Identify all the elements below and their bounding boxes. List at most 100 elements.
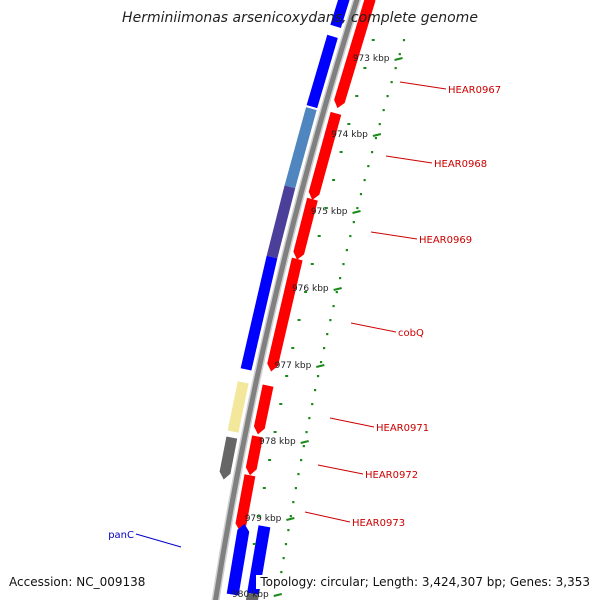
ruler-dot [314, 389, 317, 392]
accession-label: Accession: NC_009138 [9, 575, 150, 589]
right-ruler-dot [371, 39, 375, 41]
ruler-tick-979 [286, 517, 295, 521]
ruler-label-974: 974 kbp [331, 130, 368, 140]
reverse-cds-3 [284, 107, 317, 189]
gene-label-HEAR0973: HEAR0973 [352, 518, 405, 529]
reverse-cds-7 [219, 436, 238, 480]
ruler-dot [349, 235, 352, 238]
right-ruler-dot [304, 291, 308, 293]
ruler-dot [339, 277, 342, 280]
ruler-tick-978 [300, 440, 309, 444]
ruler-dot [292, 501, 295, 504]
ruler-tick-977 [316, 364, 325, 368]
reverse-cds-5 [240, 255, 278, 371]
ruler-label-976: 976 kbp [292, 284, 329, 294]
ruler-dot [390, 81, 393, 84]
ruler-tick-980 [273, 593, 282, 597]
ruler-dot [289, 515, 292, 518]
ruler-label-975: 975 kbp [311, 207, 348, 217]
ruler-label-973: 973 kbp [353, 54, 390, 64]
ruler-label-980: 980 kbp [232, 590, 269, 600]
right-ruler-dot [332, 179, 336, 181]
right-ruler-dot [257, 515, 261, 517]
right-ruler-dot [285, 375, 289, 377]
right-ruler-dot [273, 431, 277, 433]
ruler-dot [356, 207, 359, 210]
forward-cds-4 [267, 257, 303, 372]
right-ruler-dot [252, 543, 256, 545]
ruler-dot [386, 95, 389, 98]
right-ruler-dot [355, 95, 359, 97]
gene-label-HEAR0972: HEAR0972 [365, 470, 418, 481]
ruler-dot [305, 431, 308, 434]
reverse-cds-2 [306, 34, 338, 109]
ruler-dot [332, 305, 335, 308]
pancds-a [247, 525, 271, 595]
ruler-tick-975 [352, 210, 361, 214]
ruler-dot [319, 361, 323, 364]
gene-leader-panC [135, 533, 182, 548]
gene-label-HEAR0971: HEAR0971 [376, 423, 429, 434]
ruler-dot [382, 109, 385, 112]
ruler-dot [370, 151, 374, 154]
ruler-dot [326, 333, 329, 336]
right-ruler-dot [291, 347, 295, 349]
gene-leader-HEAR0969 [370, 231, 418, 240]
gene-leader-cobQ [350, 322, 397, 333]
reverse-cds-4 [266, 185, 296, 259]
ruler-dot [352, 221, 355, 224]
gene-label-cobQ: cobQ [398, 328, 424, 339]
ruler-dot [367, 165, 370, 168]
gene-label-HEAR0968: HEAR0968 [434, 159, 487, 170]
forward-cds-2 [308, 111, 342, 200]
forward-cds-1 [334, 0, 376, 109]
ruler-dot [300, 459, 303, 462]
ruler-dot [359, 193, 363, 196]
ruler-dot [284, 543, 288, 546]
ruler-tick-973 [394, 57, 403, 61]
forward-cds-7 [235, 474, 256, 532]
gene-leader-HEAR0968 [385, 155, 433, 164]
reverse-cds-6 [227, 381, 249, 433]
ruler-dot [374, 137, 378, 140]
ruler-dot [363, 179, 366, 182]
ruler-dot [297, 473, 300, 476]
forward-cds-6 [245, 435, 263, 476]
gene-leader-HEAR0967 [399, 81, 447, 90]
gene-leader-HEAR0971 [329, 417, 375, 428]
ruler-dot [280, 571, 283, 574]
ruler-dot [394, 67, 397, 70]
forward-cds-5 [253, 384, 274, 435]
right-ruler-dot [363, 67, 367, 69]
ruler-dot [398, 53, 401, 56]
ruler-label-979: 979 kbp [245, 514, 282, 524]
ruler-dot [335, 291, 338, 294]
ruler-dot [402, 39, 406, 42]
ruler-dot [308, 417, 311, 420]
ruler-dot [302, 445, 305, 448]
right-ruler-dot [279, 403, 283, 405]
ruler-tick-976 [333, 287, 342, 291]
gene-label-panC: panC [108, 530, 134, 541]
genome-summary: Topology: circular; Length: 3,424,307 bp… [256, 575, 590, 589]
ruler-dot [287, 529, 290, 532]
gene-leader-HEAR0972 [317, 464, 364, 475]
right-ruler-dot [339, 151, 343, 153]
ruler-dot [345, 249, 348, 252]
ruler-dot [316, 375, 320, 378]
gene-label-HEAR0969: HEAR0969 [419, 235, 472, 246]
right-ruler-dot [310, 263, 314, 265]
ruler-tick-974 [372, 133, 382, 137]
gene-label-HEAR0967: HEAR0967 [448, 85, 501, 96]
map-title: Herminiimonas arsenicoxydans, complete g… [122, 10, 478, 26]
ruler-dot [378, 123, 381, 126]
ruler-label-977: 977 kbp [275, 361, 312, 371]
reverse-cds-1 [330, 0, 350, 28]
ruler-dot [329, 319, 332, 322]
ruler-dot [311, 403, 314, 406]
ruler-label-978: 978 kbp [259, 437, 296, 447]
ruler-dot [282, 557, 285, 560]
pancds-b [226, 523, 250, 596]
